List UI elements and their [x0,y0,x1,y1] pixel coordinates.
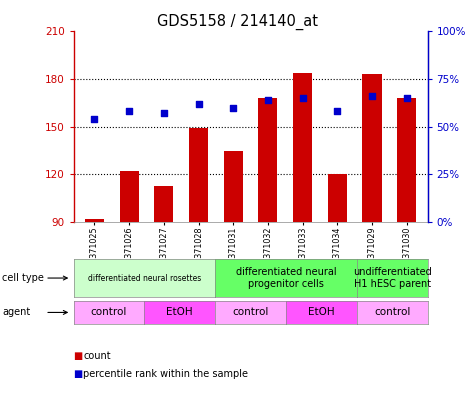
Text: ■: ■ [74,351,83,361]
Text: agent: agent [2,307,30,318]
Point [229,105,237,111]
Point [368,93,376,99]
Bar [397,98,416,222]
Text: undifferentiated
H1 hESC parent: undifferentiated H1 hESC parent [353,267,431,289]
Bar [293,73,312,222]
Point [91,116,98,122]
Point [333,108,341,115]
Point [160,110,168,117]
Text: differentiated neural rosettes: differentiated neural rosettes [88,274,201,283]
Text: EtOH: EtOH [166,307,193,318]
Point [403,95,410,101]
Bar [189,129,208,222]
Text: control: control [232,307,269,318]
Bar [258,98,277,222]
Bar [85,219,104,222]
Text: control: control [374,307,410,318]
Bar [120,171,139,222]
Bar [362,74,381,222]
Text: EtOH: EtOH [308,307,335,318]
Text: differentiated neural
progenitor cells: differentiated neural progenitor cells [236,267,336,289]
Point [299,95,306,101]
Text: cell type: cell type [2,273,44,283]
Bar [224,151,243,222]
Bar [154,185,173,222]
Point [125,108,133,115]
Text: GDS5158 / 214140_at: GDS5158 / 214140_at [157,14,318,30]
Point [195,101,202,107]
Bar [328,174,347,222]
Text: percentile rank within the sample: percentile rank within the sample [83,369,248,379]
Point [264,97,272,103]
Text: ■: ■ [74,369,83,379]
Text: control: control [91,307,127,318]
Text: count: count [83,351,111,361]
